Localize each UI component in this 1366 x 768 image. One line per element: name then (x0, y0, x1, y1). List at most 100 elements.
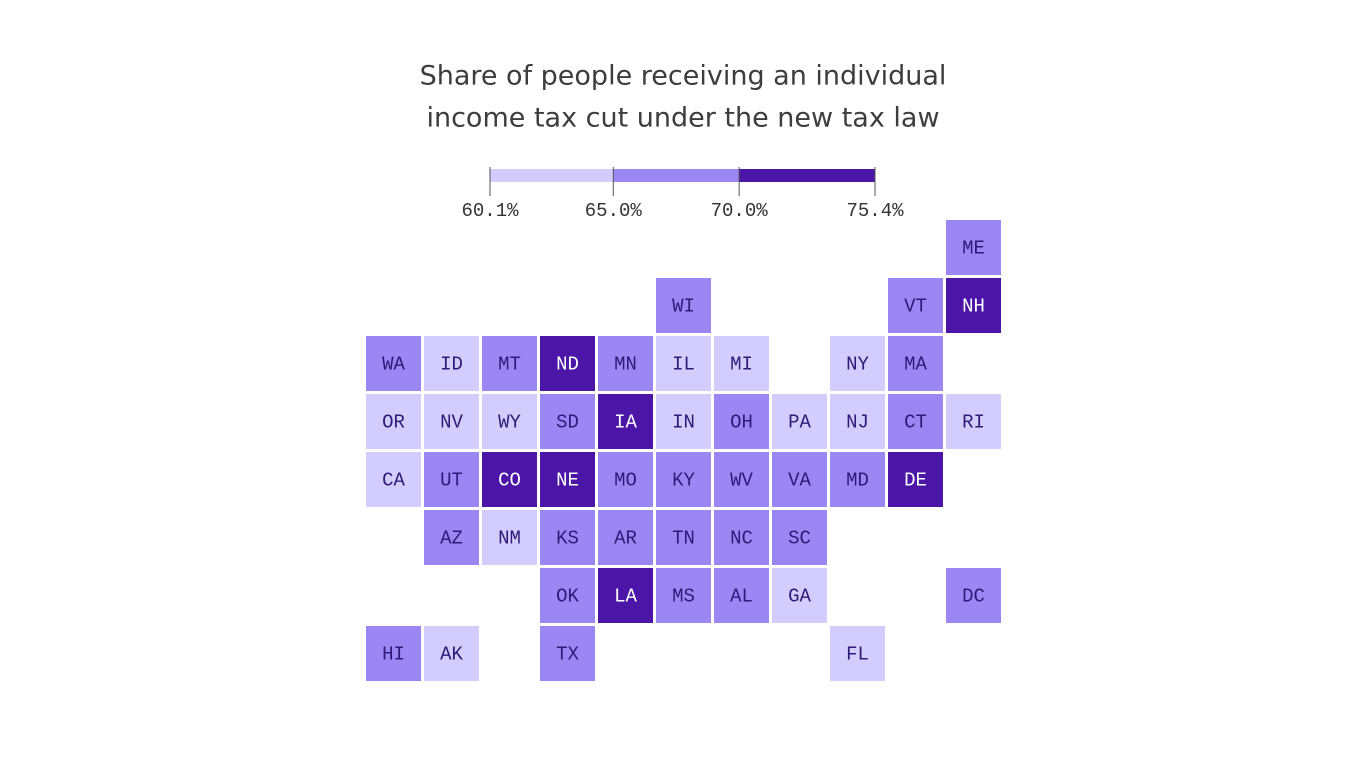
state-label: LA (614, 586, 637, 608)
state-tile (540, 626, 595, 681)
state-tile (540, 336, 595, 391)
state-label: OK (556, 586, 579, 608)
state-tile (830, 336, 885, 391)
state-tile (598, 510, 653, 565)
state-tile (598, 336, 653, 391)
state-tile (656, 452, 711, 507)
state-tile (888, 394, 943, 449)
state-label: NC (730, 528, 753, 550)
state-tile (772, 510, 827, 565)
state-tile (714, 452, 769, 507)
state-tile (714, 568, 769, 623)
state-tile (656, 278, 711, 333)
state-label: DC (962, 586, 985, 608)
state-tile (424, 452, 479, 507)
state-label: NH (962, 296, 985, 318)
state-label: ME (962, 238, 985, 260)
state-label: AR (614, 528, 637, 550)
state-label: AK (440, 644, 463, 666)
state-tile (598, 452, 653, 507)
state-tile (424, 510, 479, 565)
state-tile (540, 510, 595, 565)
state-tile (946, 568, 1001, 623)
state-tile (656, 568, 711, 623)
legend-swatch (613, 169, 740, 182)
state-tile (714, 336, 769, 391)
state-tile (946, 278, 1001, 333)
state-label: WI (672, 296, 695, 318)
state-label: ID (440, 354, 463, 376)
state-tile (946, 220, 1001, 275)
state-tile (540, 568, 595, 623)
state-tile (714, 510, 769, 565)
state-tile (714, 394, 769, 449)
state-label: NM (498, 528, 521, 550)
state-label: OR (382, 412, 405, 434)
state-label: PA (788, 412, 811, 434)
legend-label: 65.0% (585, 200, 643, 222)
state-label: NJ (846, 412, 869, 434)
state-label: CO (498, 470, 521, 492)
state-tile (598, 394, 653, 449)
title-line: income tax cut under the new tax law (426, 103, 939, 134)
state-label: MO (614, 470, 637, 492)
state-tile (656, 336, 711, 391)
state-tile (656, 510, 711, 565)
state-label: TX (556, 644, 579, 666)
state-label: IN (672, 412, 695, 434)
state-tile (366, 336, 421, 391)
legend-swatch (739, 169, 875, 182)
state-tile (772, 394, 827, 449)
state-tile (830, 452, 885, 507)
state-label: IA (614, 412, 637, 434)
state-tile (598, 568, 653, 623)
state-tile (482, 394, 537, 449)
state-tile (366, 394, 421, 449)
state-label: MA (904, 354, 927, 376)
state-label: WA (382, 354, 405, 376)
legend-label: 70.0% (711, 200, 769, 222)
state-label: IL (672, 354, 695, 376)
state-tile (888, 336, 943, 391)
state-tile (830, 626, 885, 681)
state-label: NV (440, 412, 463, 434)
state-label: NE (556, 470, 579, 492)
state-label: ND (556, 354, 579, 376)
state-tile (656, 394, 711, 449)
state-tile (540, 452, 595, 507)
state-label: NY (846, 354, 869, 376)
state-label: MD (846, 470, 869, 492)
state-label: AL (730, 586, 753, 608)
state-label: CA (382, 470, 405, 492)
state-label: KY (672, 470, 695, 492)
legend-label: 75.4% (846, 200, 904, 222)
state-tile (366, 626, 421, 681)
state-tile (946, 394, 1001, 449)
state-label: SD (556, 412, 579, 434)
state-tile (482, 336, 537, 391)
state-label: HI (382, 644, 405, 666)
state-label: MI (730, 354, 753, 376)
state-tile (830, 394, 885, 449)
state-tile (772, 568, 827, 623)
state-tile (540, 394, 595, 449)
state-label: VA (788, 470, 811, 492)
state-tile (482, 452, 537, 507)
state-tile (482, 510, 537, 565)
state-label: AZ (440, 528, 463, 550)
state-label: RI (962, 412, 985, 434)
state-label: UT (440, 470, 463, 492)
legend-label: 60.1% (461, 200, 519, 222)
state-label: TN (672, 528, 695, 550)
state-tile (366, 452, 421, 507)
state-tile (888, 278, 943, 333)
state-label: MN (614, 354, 637, 376)
state-label: DE (904, 470, 927, 492)
state-label: MS (672, 586, 695, 608)
title-line: Share of people receiving an individual (420, 61, 947, 92)
state-tile (888, 452, 943, 507)
state-label: VT (904, 296, 927, 318)
state-label: MT (498, 354, 521, 376)
